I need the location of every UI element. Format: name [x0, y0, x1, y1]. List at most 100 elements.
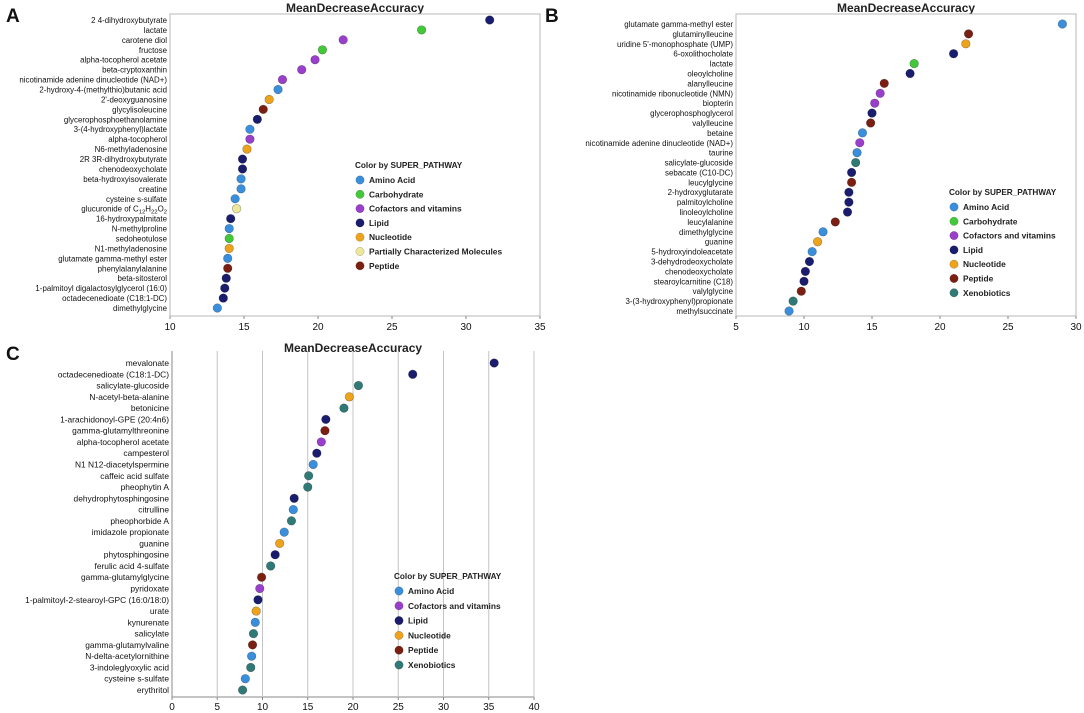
x-tick-label-b-5: 5	[733, 322, 739, 333]
legend-label-c-cofactors-and-vitamins: Cofactors and vitamins	[408, 601, 501, 611]
row-label-a-octadecenedioate-c18-1-dc: octadecenedioate (C18:1-DC)	[62, 294, 167, 303]
data-point-b-palmitoylcholine	[844, 197, 854, 207]
legend-swatch-a-lipid	[355, 218, 365, 228]
data-point-a-2-deoxyguanosine	[264, 94, 274, 105]
row-label-a-sedoheotulose: sedoheotulose	[116, 234, 168, 243]
plot-frame-b	[735, 13, 1077, 317]
legend-label-b-cofactors-and-vitamins: Cofactors and vitamins	[963, 231, 1056, 241]
row-label-a-glucuronide-of-c12h22o2: glucuronide of C12H22O2	[81, 205, 167, 216]
data-point-b-sebacate-c10-dc	[846, 167, 857, 178]
x-tick-label-b-15: 15	[866, 322, 878, 333]
row-label-b-2-hydroxyglutarate: 2-hydroxyglutarate	[668, 188, 734, 197]
legend-label-a-nucleotide: Nucleotide	[369, 232, 412, 242]
row-label-b-3-dehydrodeoxycholate: 3-dehydrodeoxycholate	[651, 258, 734, 267]
row-label-c-gamma-glutamylglycine: gamma-glutamylglycine	[81, 572, 169, 582]
row-label-a-carotene-diol: carotene diol	[122, 36, 167, 45]
panel-letter-c: C	[6, 344, 20, 365]
legend-label-c-amino-acid: Amino Acid	[408, 586, 454, 596]
legend-swatch-b-amino-acid	[949, 202, 959, 212]
data-point-a-octadecenedioate-c18-1-dc	[218, 293, 228, 303]
row-label-b-5-hydroxyindoleacetate: 5-hydroxyindoleacetate	[651, 248, 733, 257]
legend-swatch-c-peptide	[394, 645, 404, 655]
row-label-b-6-oxolithocholate: 6-oxolithocholate	[673, 50, 733, 59]
legend-label-a-peptide: Peptide	[369, 261, 400, 271]
data-point-c-citrulline	[288, 504, 298, 515]
legend-label-c-nucleotide: Nucleotide	[408, 630, 451, 640]
x-tick-label-a-10: 10	[164, 322, 176, 333]
data-point-c-n1-n12-diacetylspermine	[308, 459, 318, 470]
data-point-c-ferulic-acid-4-sulfate	[266, 561, 276, 571]
data-point-c-pheophorbide-a	[286, 516, 297, 526]
row-label-b-alanylleucine: alanylleucine	[687, 79, 733, 88]
legend-label-b-xenobiotics: Xenobiotics	[963, 288, 1011, 298]
data-point-c-erythritol	[237, 685, 248, 695]
row-label-b-3-3-hydroxyphenyl-propionate: 3-(3-hydroxyphenyl)propionate	[626, 297, 734, 306]
legend-label-c-xenobiotics: Xenobiotics	[408, 660, 456, 670]
row-label-b-oleoylcholine: oleoylcholine	[687, 69, 733, 78]
legend-label-b-carbohydrate: Carbohydrate	[963, 216, 1018, 226]
data-point-c-kynurenate	[250, 617, 260, 627]
row-label-a-2r-3r-dihydroxybutyrate: 2R 3R-dihydroxybutyrate	[80, 155, 168, 164]
legend-label-b-peptide: Peptide	[963, 274, 994, 284]
row-label-c-caffeic-acid-sulfate: caffeic acid sulfate	[100, 471, 169, 481]
row-label-a-dimethylglycine: dimethylglycine	[113, 304, 168, 313]
row-label-c-mevalonate: mevalonate	[126, 358, 170, 368]
row-label-c-erythritol: erythritol	[137, 685, 169, 695]
data-point-a-16-hydroxypalmitate	[226, 214, 236, 224]
row-label-b-leucylalanine: leucylalanine	[687, 218, 733, 227]
data-point-a-glutamate-gamma-methyl-ester	[223, 253, 233, 263]
data-point-a-phenylalanylalanine	[223, 263, 233, 273]
panel-letter-a: A	[6, 6, 20, 27]
chart-title-c: MeanDecreaseAccuracy	[284, 341, 422, 355]
row-label-c-salicylate: salicylate	[135, 629, 170, 639]
row-label-a-glycerophosphoethanolamine: glycerophosphoethanolamine	[64, 115, 168, 124]
chart-panel-c: MeanDecreaseAccuracy 0 5 10 15 20 25 30 35 40 meva…	[25, 341, 540, 713]
row-label-b-linoleoylcholine: linoleoylcholine	[679, 208, 733, 217]
x-tick-label-b-10: 10	[798, 322, 810, 333]
row-label-b-guanine: guanine	[705, 238, 734, 247]
data-point-a-carotene-diol	[338, 35, 348, 45]
data-point-a-glucuronide-of-c12h22o2	[232, 204, 242, 214]
row-label-b-uridine-5-monophosphate-ump: uridine 5'-monophosphate (UMP)	[617, 40, 733, 49]
row-label-c-cysteine-s-sulfate: cysteine s-sulfate	[104, 674, 169, 684]
row-label-a-n-methylproline: N-methylproline	[112, 225, 168, 234]
data-point-b-glutaminylleucine	[963, 29, 974, 39]
legend-swatch-a-partially-characterized-molecules	[355, 247, 365, 256]
row-label-b-stearoylcarnitine-c18: stearoylcarnitine (C18)	[654, 277, 734, 286]
x-tick-label-b-20: 20	[934, 322, 946, 333]
chart-panel-a: MeanDecreaseAccuracy 10 15 20 25 30 35 2 4-dihy…	[19, 1, 546, 333]
row-label-c-imidazole-propionate: imidazole propionate	[92, 527, 170, 537]
data-point-b-glycerophosphoglycerol	[867, 108, 877, 118]
data-point-a-nicotinamide-adenine-dinucleotide-nad	[277, 74, 288, 85]
data-point-b-guanine	[812, 237, 823, 247]
row-label-c-dehydrophytosphingosine: dehydrophytosphingosine	[74, 493, 170, 503]
row-label-b-glutaminylleucine: glutaminylleucine	[672, 30, 733, 39]
data-point-a-glycylisoleucine	[258, 104, 268, 114]
row-label-a-beta-cryptoxanthin: beta-cryptoxanthin	[102, 66, 167, 75]
x-tick-label-b-30: 30	[1070, 322, 1082, 333]
row-label-b-betaine: betaine	[707, 129, 733, 138]
data-point-a-3-4-hydroxyphenyl-lactate	[245, 124, 255, 134]
row-label-c-3-indoleglyoxylic-acid: 3-indoleglyoxylic acid	[90, 662, 169, 672]
panel-letter-b: B	[545, 6, 559, 27]
data-point-c-octadecenedioate-c18-1-dc	[408, 369, 418, 379]
data-point-c-n-delta-acetylornithine	[247, 651, 257, 661]
data-point-c-urate	[251, 606, 261, 616]
row-label-a-2-hydroxy-4-methylthio-butanic-acid: 2-hydroxy-4-(methylthio)butanic acid	[39, 86, 167, 95]
legend-label-b-amino-acid: Amino Acid	[963, 202, 1009, 212]
data-point-c-pyridoxate	[255, 583, 265, 594]
data-point-a-beta-hydroxyisovalerate	[236, 174, 246, 184]
row-label-b-glycerophosphoglycerol: glycerophosphoglycerol	[650, 109, 733, 118]
row-label-a-nicotinamide-adenine-dinucleotide-nad: nicotinamide adenine dinucleotide (NAD+)	[19, 76, 167, 85]
chart-title-b: MeanDecreaseAccuracy	[837, 1, 975, 15]
row-label-b-palmitoylcholine: palmitoylcholine	[677, 198, 734, 207]
row-label-a-beta-hydroxyisovalerate: beta-hydroxyisovalerate	[83, 175, 167, 184]
data-point-c-n-acetyl-beta-alanine	[344, 392, 354, 402]
row-label-a-n1-methyladenosine: N1-methyladenosine	[95, 244, 168, 253]
x-tick-label-c-40: 40	[528, 702, 540, 713]
x-tick-label-a-25: 25	[386, 322, 398, 333]
legend-title-a: Color by SUPER_PATHWAY	[355, 161, 463, 170]
x-tick-label-c-20: 20	[347, 702, 359, 713]
data-point-a-glycerophosphoethanolamine	[252, 114, 262, 124]
data-point-a-sedoheotulose	[224, 233, 234, 244]
